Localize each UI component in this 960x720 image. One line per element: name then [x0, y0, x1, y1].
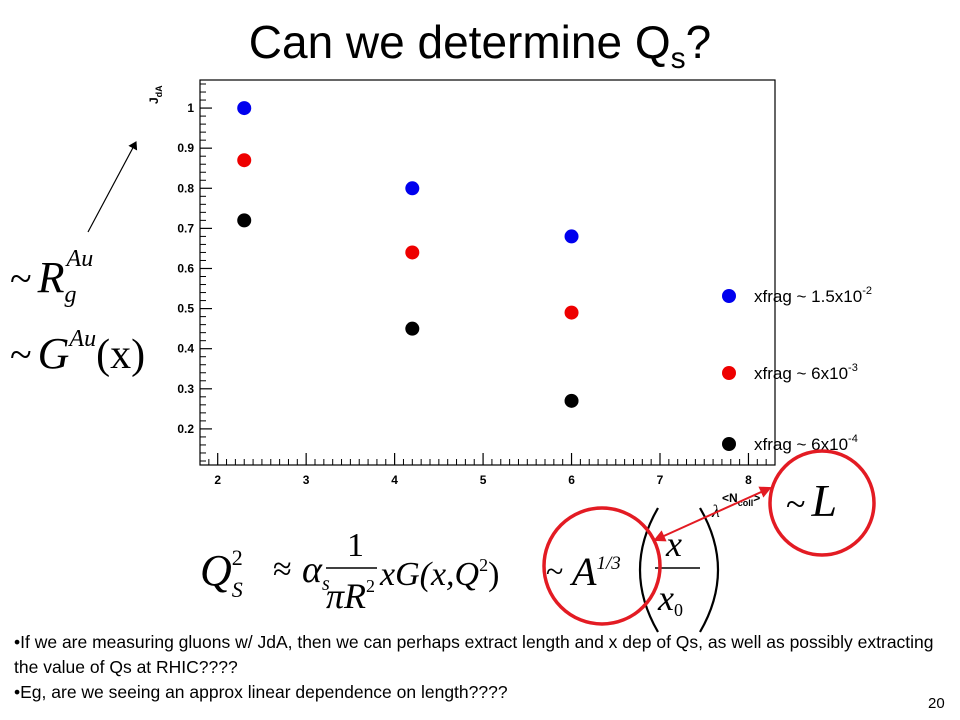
- rg-symbol: R: [37, 253, 65, 302]
- legend-marker-red: [722, 366, 736, 380]
- title-subscript: s: [671, 42, 686, 75]
- chart: 2 3 4 5 6 7 8 0.2 0.3 0.4 0.5 0.6 0.7 0.8 0.9 1 JdA <N…: [147, 79, 872, 508]
- y-axis-label: JdA: [147, 85, 164, 104]
- length-tilde: ~: [786, 484, 805, 524]
- eq-a-symbol: A: [569, 549, 597, 594]
- legend-marker-black: [722, 437, 736, 451]
- legend-label-1-exp: -2: [862, 285, 872, 297]
- bullet-list: •If we are measuring gluons w/ JdA, then…: [14, 630, 944, 705]
- eq-alpha-s: αs: [302, 549, 330, 595]
- legend-label-series-2: xfrag ~ 6x10-3: [754, 362, 858, 383]
- x-tick-label: 8: [745, 473, 752, 487]
- data-point-series-1-2: [405, 181, 420, 196]
- eq-alpha-subscript: s: [322, 573, 330, 595]
- eq-xg-close: ): [488, 556, 499, 593]
- eq-qs: Q2 S: [200, 545, 243, 602]
- eq-a-superscript: 1/3: [596, 553, 620, 574]
- data-point-series-2-3: [564, 305, 579, 320]
- gx-superscript: Au: [67, 326, 96, 352]
- gx-tilde: ~: [10, 332, 32, 377]
- legend: xfrag ~ 1.5x10-2 xfrag ~ 6x10-3 xfrag ~ …: [722, 285, 872, 454]
- length-annotation: ~ L: [786, 475, 837, 526]
- rg-subscript: g: [65, 282, 77, 308]
- legend-label-series-1: xfrag ~ 1.5x10-2: [754, 285, 872, 306]
- data-point-series-1-3: [564, 229, 579, 244]
- eq-xg-main: xG(x,Q: [379, 556, 479, 593]
- pointer-arrow: [87, 141, 138, 233]
- eq-left-paren: [638, 507, 659, 633]
- eq-q-superscript: 2: [232, 545, 243, 570]
- eq-x0-subscript: 0: [674, 600, 683, 620]
- qs-equation: Q2 S ≈ αs 1 πR2 xG(x,Q2) ~ A1/3 x x0 λ: [200, 501, 720, 633]
- bullet-1: •If we are measuring gluons w/ JdA, then…: [14, 632, 934, 677]
- x-axis-label: <Ncoll>: [722, 491, 760, 508]
- legend-label-1-main: xfrag ~ 1.5x10: [754, 287, 862, 306]
- title-main: Can we determine Q: [249, 16, 671, 68]
- bullet-2: •Eg, are we seeing an approx linear depe…: [14, 682, 508, 702]
- eq-approx: ≈: [273, 551, 292, 588]
- x-tick-label: 5: [480, 473, 487, 487]
- eq-x0-x: x: [657, 578, 674, 618]
- y-tick-label: 0.5: [177, 302, 194, 316]
- eq-right-paren: [699, 507, 720, 633]
- y-tick-label: 0.4: [177, 342, 194, 356]
- eq-r: R: [343, 576, 366, 616]
- page-number: 20: [928, 695, 945, 712]
- gx-symbol: G: [38, 329, 70, 378]
- eq-q-subscript: S: [232, 577, 243, 602]
- rg-tilde: ~: [10, 256, 32, 301]
- legend-label-2-exp: -3: [848, 362, 858, 374]
- legend-label-3-main: xfrag ~ 6x10: [754, 435, 848, 454]
- x-axis-ticks: 2 3 4 5 6 7 8: [199, 453, 776, 487]
- gx-argument: (x): [96, 332, 145, 378]
- data-point-series-3-3: [564, 393, 579, 408]
- eq-xg: xG(x,Q2): [379, 555, 499, 593]
- title-question: ?: [686, 16, 712, 68]
- eq-denominator: πR2: [326, 576, 375, 616]
- data-points: [237, 101, 579, 408]
- y-axis-label-sub: dA: [154, 85, 164, 97]
- x-tick-label: 4: [391, 473, 398, 487]
- y-tick-label: 0.9: [177, 141, 194, 155]
- legend-label-series-3: xfrag ~ 6x10-4: [754, 433, 858, 454]
- eq-frac-x0: x0: [657, 578, 683, 620]
- rg-annotation: ~ Rg Au: [10, 246, 93, 308]
- y-axis-ticks: 0.2 0.3 0.4 0.5 0.6 0.7 0.8 0.9 1: [177, 83, 212, 462]
- y-tick-label: 0.7: [177, 221, 194, 235]
- x-tick-label: 2: [214, 473, 221, 487]
- plot-frame: [199, 79, 776, 466]
- y-tick-label: 0.2: [177, 422, 194, 436]
- data-point-series-2-1: [237, 153, 252, 168]
- eq-tilde: ~: [546, 553, 563, 589]
- y-tick-label: 0.3: [177, 382, 194, 396]
- eq-q: Q: [200, 546, 232, 595]
- eq-r-superscript: 2: [366, 576, 375, 596]
- data-point-series-3-1: [237, 213, 252, 228]
- data-point-series-1-1: [237, 101, 252, 116]
- legend-marker-blue: [722, 289, 736, 303]
- y-tick-label: 1: [187, 101, 194, 115]
- length-symbol: L: [810, 475, 837, 526]
- eq-numerator: 1: [347, 527, 364, 564]
- highlight-circle-x-ratio: [542, 506, 662, 626]
- eq-pi: π: [326, 576, 345, 616]
- slide-title: Can we determine Qs?: [249, 16, 711, 75]
- eq-a: A1/3: [569, 549, 621, 594]
- eq-xg-superscript: 2: [479, 555, 488, 575]
- eq-alpha: α: [302, 549, 323, 591]
- y-tick-label: 0.8: [177, 181, 194, 195]
- legend-label-3-exp: -4: [848, 433, 858, 445]
- gx-annotation: ~ GAu(x): [10, 326, 145, 378]
- y-tick-label: 0.6: [177, 261, 194, 275]
- x-tick-label: 7: [657, 473, 664, 487]
- legend-label-2-main: xfrag ~ 6x10: [754, 364, 848, 383]
- x-tick-label: 6: [568, 473, 575, 487]
- rg-superscript: Au: [65, 246, 94, 272]
- data-point-series-2-2: [405, 245, 420, 260]
- data-point-series-3-2: [405, 321, 420, 336]
- y-axis-label-main: J: [147, 97, 161, 104]
- red-double-arrow: [653, 486, 772, 542]
- x-tick-label: 3: [303, 473, 310, 487]
